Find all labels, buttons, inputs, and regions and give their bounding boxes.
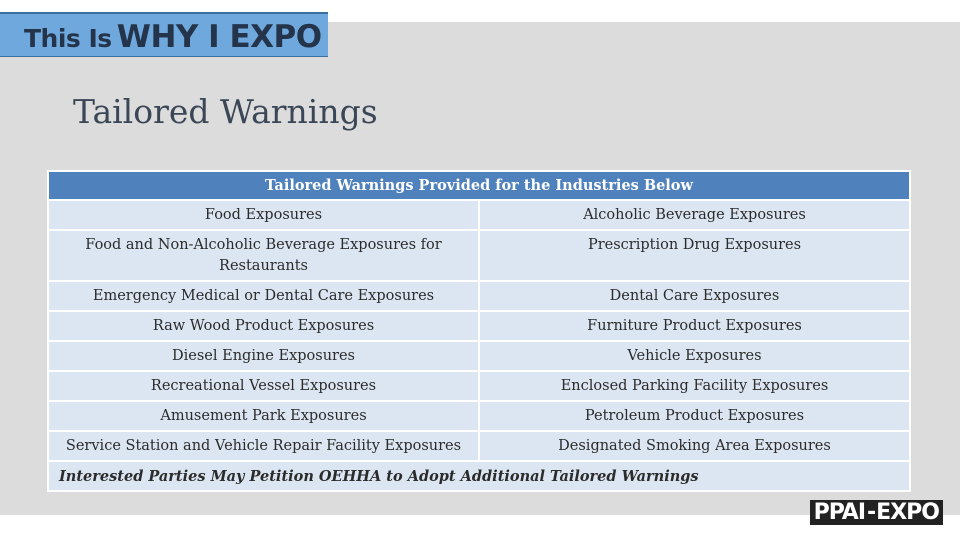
table-cell: Emergency Medical or Dental Care Exposur… [47, 280, 480, 312]
table-cell: Dental Care Exposures [478, 280, 911, 312]
table-cell: Designated Smoking Area Exposures [478, 430, 911, 462]
table-row: Amusement Park Exposures Petroleum Produ… [47, 400, 911, 432]
table-row: Food Exposures Alcoholic Beverage Exposu… [47, 199, 911, 231]
table-row: Food and Non-Alcoholic Beverage Exposure… [47, 229, 911, 282]
table-footer-note: Interested Parties May Petition OEHHA to… [47, 460, 911, 492]
table-cell: Service Station and Vehicle Repair Facil… [47, 430, 480, 462]
table-row: Recreational Vessel Exposures Enclosed P… [47, 370, 911, 402]
logo-divider: - [867, 499, 877, 525]
table-cell: Food and Non-Alcoholic Beverage Exposure… [47, 229, 480, 282]
table-row: Diesel Engine Exposures Vehicle Exposure… [47, 340, 911, 372]
table-cell: Prescription Drug Exposures [478, 229, 911, 282]
table-cell: Raw Wood Product Exposures [47, 310, 480, 342]
table-cell: Enclosed Parking Facility Exposures [478, 370, 911, 402]
table-row: Service Station and Vehicle Repair Facil… [47, 430, 911, 462]
expo-banner: This Is WHY I EXPO [0, 12, 328, 57]
banner-text: This Is WHY I EXPO [24, 19, 322, 55]
table-cell: Petroleum Product Exposures [478, 400, 911, 432]
page-title: Tailored Warnings [73, 92, 378, 131]
table-row: Raw Wood Product Exposures Furniture Pro… [47, 310, 911, 342]
table-cell: Alcoholic Beverage Exposures [478, 199, 911, 231]
table-cell: Furniture Product Exposures [478, 310, 911, 342]
table-header: Tailored Warnings Provided for the Indus… [47, 170, 911, 201]
table-cell: Recreational Vessel Exposures [47, 370, 480, 402]
ppai-expo-logo: PPAI - EXPO [809, 498, 943, 526]
table-cell: Vehicle Exposures [478, 340, 911, 372]
logo-expo-text: EXPO [876, 499, 943, 525]
table-footer-row: Interested Parties May Petition OEHHA to… [47, 460, 911, 492]
table-cell: Amusement Park Exposures [47, 400, 480, 432]
banner-text-part1: This Is [24, 24, 112, 53]
table-row: Emergency Medical or Dental Care Exposur… [47, 280, 911, 312]
table-cell: Food Exposures [47, 199, 480, 231]
warnings-table: Tailored Warnings Provided for the Indus… [47, 170, 911, 492]
table-cell: Diesel Engine Exposures [47, 340, 480, 372]
banner-text-part2: WHY I EXPO [116, 19, 322, 55]
logo-ppai-text: PPAI [809, 499, 868, 525]
